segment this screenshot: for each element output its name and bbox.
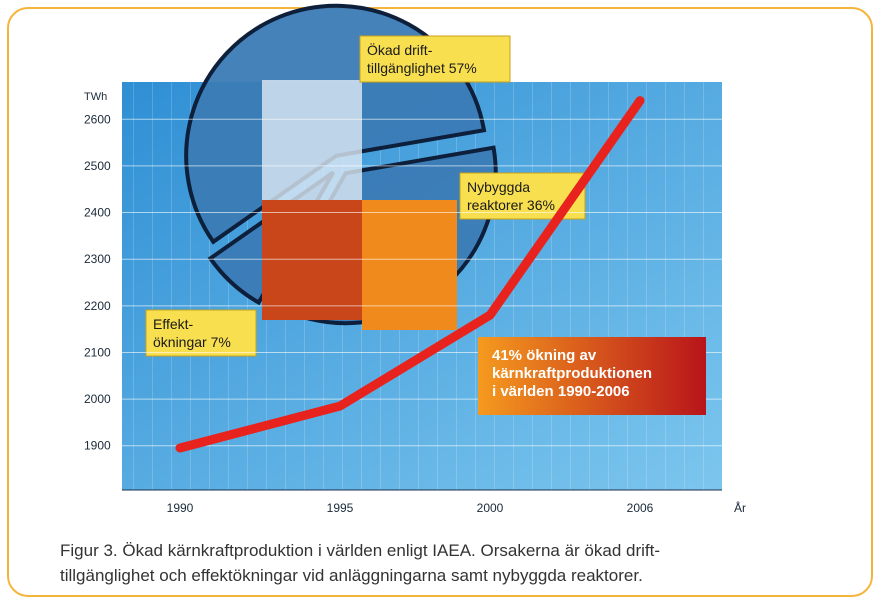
annotation-box	[478, 337, 706, 415]
slice-label: ökningar 7%	[153, 334, 231, 350]
x-axis-label: År	[734, 500, 746, 515]
data-line	[175, 96, 645, 453]
y-tick-label: 2600	[84, 112, 111, 126]
y-axis-label: TWh	[84, 91, 107, 103]
building-side	[262, 200, 362, 320]
y-tick-label: 2500	[84, 159, 111, 173]
slice-label: Nybyggda	[467, 179, 530, 195]
label-box	[145, 309, 257, 357]
slice-label: tillgänglighet 57%	[367, 60, 477, 76]
x-tick-label: 2006	[627, 501, 654, 515]
caption: tillgänglighet och effektökningar vid an…	[60, 566, 643, 585]
x-tick-label: 1995	[327, 501, 354, 515]
y-tick-label: 2200	[84, 299, 111, 313]
building-front	[362, 200, 457, 330]
y-tick-label: 2400	[84, 206, 111, 220]
slice-label: Effekt-	[153, 316, 194, 332]
y-tick-label: 1900	[84, 439, 111, 453]
annotation-text: kärnkraftproduktionen	[492, 365, 652, 382]
y-tick-label: 2000	[84, 392, 111, 406]
slice-label: Ökad drift-	[367, 41, 433, 58]
caption: Figur 3. Ökad kärnkraftproduktion i värl…	[60, 541, 660, 560]
label-box	[359, 35, 511, 83]
annotation-text: 41% ökning av	[492, 347, 597, 364]
x-tick-label: 1990	[167, 501, 194, 515]
annotation-text: i världen 1990-2006	[492, 383, 630, 400]
x-tick-label: 2000	[477, 501, 504, 515]
y-tick-label: 2100	[84, 345, 111, 359]
y-tick-label: 2300	[84, 252, 111, 266]
slice-label: reaktorer 36%	[467, 197, 555, 213]
